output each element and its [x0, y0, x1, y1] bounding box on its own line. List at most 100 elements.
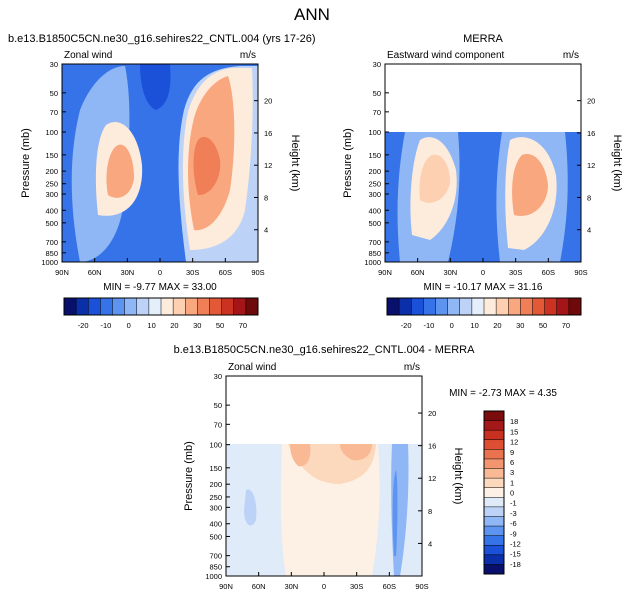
panel-subtitle: Zonal wind: [228, 362, 276, 373]
plot-area: [62, 64, 258, 262]
colorbar-swatch: [484, 554, 504, 565]
y-tick-label: 70: [373, 108, 381, 117]
y-right-tick-label: 4: [587, 226, 591, 235]
y-tick-label: 50: [373, 89, 381, 98]
contour-positive-max-2: [340, 444, 372, 461]
y-tick-label: 700: [209, 552, 222, 561]
y-tick-label: 30: [50, 60, 58, 69]
y-tick-label: 50: [214, 401, 222, 410]
page-title: ANN: [294, 5, 330, 24]
colorbar-swatch: [520, 298, 533, 315]
y-tick-label: 250: [368, 180, 381, 189]
y-tick-label: 1000: [364, 258, 381, 267]
panel-reference: MERRA Eastward wind component m/s 30 50 70…: [342, 33, 623, 330]
units-label: m/s: [240, 50, 256, 61]
colorbar-swatch: [484, 411, 504, 421]
units-label: m/s: [404, 362, 420, 373]
y-tick-label: 850: [368, 249, 381, 258]
colorbar-swatch: [447, 298, 461, 315]
colorbar-label: 50: [216, 321, 224, 330]
panel-control: b.e13.B1850C5CN.ne30_g16.sehires22_CNTL.…: [8, 33, 316, 330]
colorbar-swatch: [64, 298, 77, 315]
units-label: m/s: [563, 50, 579, 61]
y-right-tick-label: 8: [264, 193, 268, 202]
y-tick-label: 500: [368, 219, 381, 228]
colorbar-swatch: [197, 298, 210, 315]
colorbar-swatch: [484, 439, 504, 450]
y-tick-label: 300: [209, 503, 222, 512]
x-tick-label: 60N: [252, 582, 266, 591]
colorbar-label: 20: [493, 321, 501, 330]
colorbar-swatch: [484, 516, 504, 527]
min-max-stats: MIN = -10.17 MAX = 31.16: [424, 282, 543, 293]
y-tick-label: 200: [45, 167, 58, 176]
x-tick-label: 60S: [219, 268, 232, 277]
colorbar-label: 0: [510, 489, 514, 498]
colorbar-frame: [483, 410, 505, 575]
y-axis-right: 20 16 12 8 4: [418, 409, 436, 548]
colorbar-label: 0: [127, 321, 131, 330]
y-tick-label: 850: [209, 563, 222, 572]
colorbar-swatch: [484, 545, 504, 556]
y-right-tick-label: 4: [264, 226, 268, 235]
y-tick-label: 150: [209, 464, 222, 473]
colorbar-swatch: [245, 298, 259, 315]
contour-positive-max: [290, 444, 311, 467]
colorbar-swatch: [136, 298, 150, 315]
y-tick-label: 200: [368, 167, 381, 176]
colorbar-swatch: [221, 298, 235, 315]
colorbar-label: -15: [510, 550, 521, 559]
colorbar-swatch: [233, 298, 247, 315]
colorbar-swatch: [484, 430, 504, 441]
colorbar: -20 -10 0 10 20 30 50 70: [63, 297, 259, 330]
y-tick-label: 70: [214, 420, 222, 429]
y-right-tick-label: 4: [428, 539, 432, 548]
x-tick-label: 30S: [186, 268, 199, 277]
x-tick-label: 90S: [415, 582, 428, 591]
colorbar-swatch: [508, 298, 521, 315]
panel-difference: b.e13.B1850C5CN.ne30_g16.sehires22_CNTL.…: [174, 344, 558, 591]
y-tick-label: 30: [214, 372, 222, 381]
colorbar-label: 70: [239, 321, 247, 330]
y-tick-label: 850: [45, 249, 58, 258]
colorbar-label: 30: [516, 321, 524, 330]
colorbar-label: 70: [562, 321, 570, 330]
colorbar-label: -12: [510, 539, 521, 548]
y-right-tick-label: 16: [264, 129, 272, 138]
colorbar-swatch: [484, 487, 504, 498]
colorbar-swatch: [100, 298, 113, 315]
y-tick-label: 1000: [41, 258, 58, 267]
y-axis-label: Pressure (mb): [20, 128, 32, 198]
colorbar: -20 -10 0 10 20 30 50 70: [386, 297, 582, 330]
colorbar-label: 50: [539, 321, 547, 330]
y-tick-label: 300: [368, 190, 381, 199]
colorbar-swatch: [544, 298, 558, 315]
contour-westerly-core-north-inner: [106, 144, 134, 198]
colorbar-swatch: [484, 506, 504, 517]
colorbar-swatch: [411, 298, 424, 315]
colorbar-swatch: [532, 298, 546, 315]
colorbar-label: 0: [450, 321, 454, 330]
panel-subtitle: Zonal wind: [64, 50, 112, 61]
colorbar-swatch: [484, 535, 504, 546]
colorbar-swatch: [568, 298, 582, 315]
colorbar-label: 10: [470, 321, 478, 330]
y-axis-label-right: Height (km): [289, 135, 301, 192]
y-tick-label: 50: [50, 89, 58, 98]
y-tick-label: 500: [209, 532, 222, 541]
y-tick-label: 100: [45, 128, 58, 137]
x-tick-label: 90S: [574, 268, 587, 277]
colorbar-label: 20: [170, 321, 178, 330]
colorbar-swatch: [459, 298, 473, 315]
colorbar-label: 12: [510, 438, 518, 447]
y-right-tick-label: 12: [264, 161, 272, 170]
panel-title: b.e13.B1850C5CN.ne30_g16.sehires22_CNTL.…: [174, 344, 476, 356]
colorbar-label: -20: [78, 321, 89, 330]
x-axis: 90N 60N 30N 0 30S 60S 90S: [219, 572, 429, 591]
x-tick-label: 30N: [284, 582, 298, 591]
plot-area: [385, 64, 581, 262]
contour-negative-south-inner: [392, 470, 398, 556]
colorbar-swatch: [161, 298, 174, 315]
y-right-tick-label: 8: [587, 193, 591, 202]
